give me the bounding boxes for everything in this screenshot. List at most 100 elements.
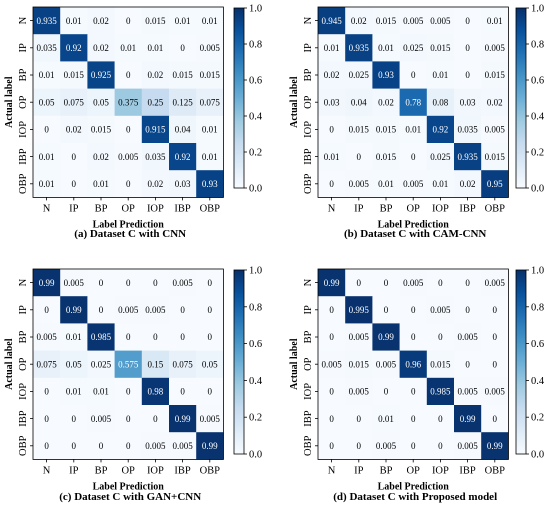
- cell-value-label: 0: [126, 414, 131, 424]
- cell-value-label: 0.04: [351, 97, 367, 107]
- cell-value-label: 0: [384, 278, 389, 288]
- cell-value-label: 0.05: [66, 359, 82, 369]
- cell-value-label: 0.99: [378, 332, 394, 342]
- cell-value-label: 0.015: [430, 359, 451, 369]
- y-tick-label: N: [303, 16, 314, 24]
- cell-value-label: 0: [99, 441, 104, 451]
- heatmap-cell: [196, 61, 224, 89]
- heatmap-cell: [87, 350, 115, 379]
- heatmap-cell: [372, 170, 400, 198]
- heatmap-cell: [399, 377, 428, 406]
- cell-value-label: 0.015: [376, 16, 397, 26]
- cell-value-label: 0.99: [202, 441, 218, 451]
- cell-value-label: 0.01: [175, 16, 191, 26]
- heatmap-cell: [60, 296, 88, 324]
- colorbar: [515, 7, 527, 189]
- y-axis-label: Actual label: [289, 76, 300, 128]
- heatmap-cell: [33, 115, 61, 144]
- heatmap-cell: [454, 115, 482, 144]
- heatmap-cell: [454, 296, 482, 324]
- cell-value-label: 0.015: [349, 125, 370, 135]
- cell-value-label: 0.015: [349, 359, 370, 369]
- cell-value-label: 0.925: [91, 70, 112, 80]
- heatmap-cell: [114, 350, 143, 379]
- cell-value-label: 0: [208, 305, 213, 315]
- y-axis-label: Actual label: [4, 76, 15, 128]
- cell-value-label: 0: [411, 441, 416, 451]
- heatmap-cell: [87, 7, 115, 35]
- heatmap-cell: [318, 34, 346, 62]
- cell-value-label: 0: [126, 441, 131, 451]
- heatmap-cell: [169, 377, 197, 406]
- cell-value-label: 0: [329, 387, 334, 397]
- heatmap-cell: [60, 377, 88, 406]
- heatmap-cell: [114, 377, 143, 406]
- heatmap-cell: [196, 432, 224, 460]
- cell-value-label: 0: [180, 387, 185, 397]
- heatmap-cell: [114, 34, 143, 62]
- cell-value-label: 0.005: [485, 387, 506, 397]
- cell-value-label: 0.575: [118, 359, 139, 369]
- cell-value-label: 0.01: [433, 179, 449, 189]
- heatmap-cell: [318, 115, 346, 144]
- confusion-matrix-panel: 0.99 0 0 0.005 0 0 0.005 0 0.995 0 0 0.005 0 0 0 0.005 0…: [289, 266, 545, 504]
- heatmap-cell: [114, 88, 143, 117]
- x-tick-label: OP: [406, 465, 420, 476]
- y-tick-label: OBP: [303, 435, 314, 456]
- heatmap-cell: [114, 405, 143, 433]
- x-axis-label: Label Prediction: [378, 219, 450, 230]
- cell-value-label: 0.075: [200, 97, 221, 107]
- heatmap-cell: [141, 323, 170, 351]
- cell-value-label: 0.025: [349, 70, 370, 80]
- heatmap-cell: [345, 170, 373, 198]
- cell-value-label: 0: [126, 179, 131, 189]
- cell-value-label: 0.025: [430, 152, 451, 162]
- cell-value-label: 0: [329, 179, 334, 189]
- cell-value-label: 0: [153, 332, 158, 342]
- y-tick-label: IP: [18, 43, 29, 52]
- heatmap-cell: [345, 7, 373, 35]
- cell-value-label: 0.015: [430, 43, 451, 53]
- y-tick-label: IOP: [18, 383, 29, 400]
- cell-value-label: 0.935: [457, 152, 478, 162]
- colorbar-tick-label: 0.2: [531, 148, 544, 159]
- x-tick-label: OP: [121, 465, 135, 476]
- cell-value-label: 0.02: [487, 97, 503, 107]
- colorbar-tick-label: 1.0: [249, 4, 262, 15]
- y-tick-label: OP: [18, 357, 29, 371]
- cell-value-label: 0.01: [324, 152, 340, 162]
- cell-value-label: 0: [208, 387, 213, 397]
- colorbar: [233, 7, 245, 189]
- cell-value-label: 0.01: [66, 332, 82, 342]
- panel-caption: (d) Dataset C with Proposed model: [333, 491, 497, 503]
- cell-value-label: 0.015: [91, 125, 112, 135]
- colorbar-tick-label: 0.4: [249, 112, 263, 123]
- heatmap-cell: [169, 350, 197, 379]
- cell-value-label: 0.02: [93, 43, 109, 53]
- cell-value-label: 0: [153, 278, 158, 288]
- cell-value-label: 0: [180, 332, 185, 342]
- heatmap-cell: [196, 7, 224, 35]
- heatmap-cell: [114, 323, 143, 351]
- colorbar-tick-label: 0.6: [531, 339, 544, 350]
- cell-value-label: 0.03: [175, 179, 191, 189]
- x-tick-label: N: [328, 203, 336, 214]
- heatmap-cell: [481, 170, 509, 198]
- y-tick-label: IP: [18, 305, 29, 314]
- y-tick-label: IOP: [303, 383, 314, 400]
- cell-value-label: 0.01: [202, 152, 218, 162]
- y-tick-label: N: [18, 278, 29, 286]
- cell-value-label: 0.005: [145, 305, 166, 315]
- cell-value-label: 0.005: [36, 332, 57, 342]
- colorbar-tick-label: 0.4: [249, 376, 263, 387]
- heatmap-cell: [87, 377, 115, 406]
- cell-value-label: 0.03: [460, 97, 476, 107]
- cell-value-label: 0: [126, 387, 131, 397]
- heatmap-cell: [345, 377, 373, 406]
- cell-value-label: 0: [465, 359, 470, 369]
- cell-value-label: 0.05: [39, 97, 55, 107]
- heatmap-cell: [87, 432, 115, 460]
- cell-value-label: 0.375: [118, 97, 139, 107]
- heatmap-cell: [33, 377, 61, 406]
- x-tick-label: IP: [69, 465, 78, 476]
